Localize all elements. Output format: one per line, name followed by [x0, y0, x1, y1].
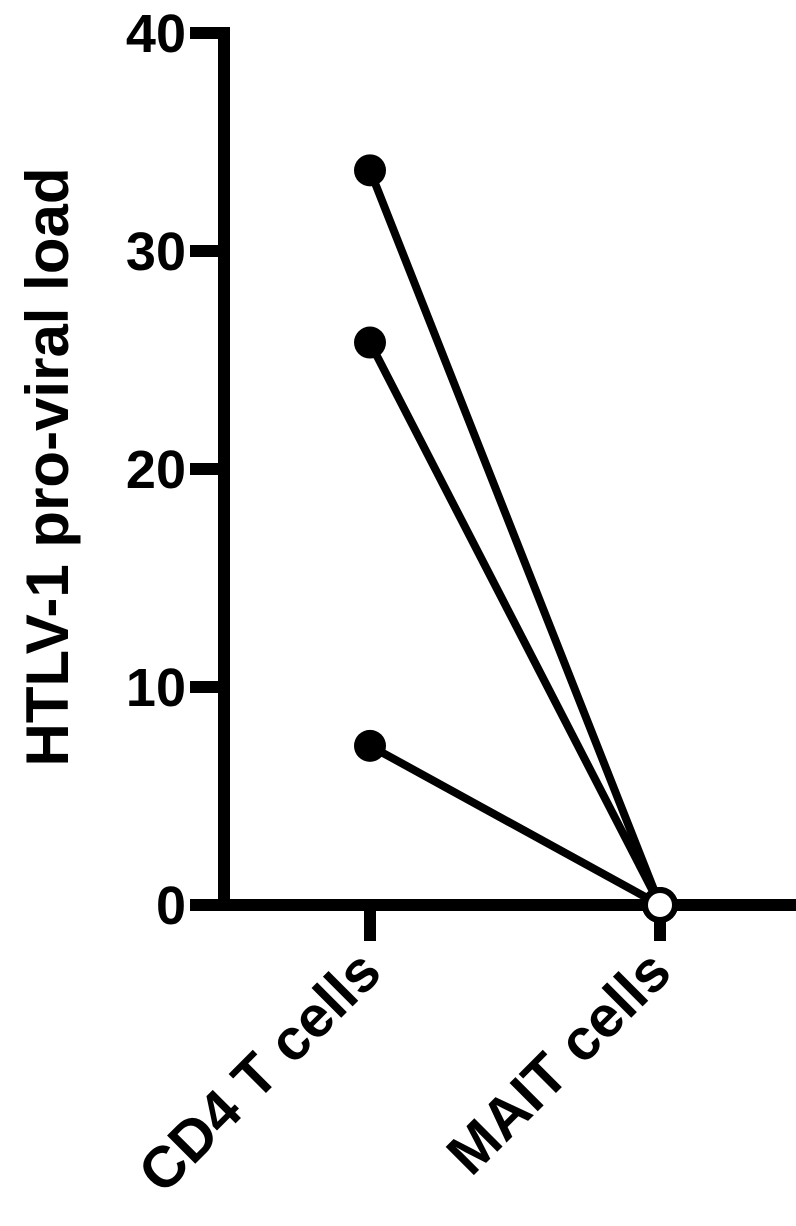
y-tick-label-40: 40	[126, 4, 186, 64]
x-category-label-1: MAIT cells	[434, 938, 683, 1187]
data-point-pair2-cat1	[642, 887, 678, 923]
data-point-pair1-cat0	[354, 326, 386, 359]
labels: 0 10 20 30 40 CD4 T cells MAIT cells HTLV-1 pro…	[14, 4, 683, 1205]
y-axis-title: HTLV-1 pro-viral load	[14, 168, 81, 767]
data-point-pair2-cat0	[354, 729, 386, 762]
pair-line-0	[366, 166, 664, 909]
y-tick-label-20: 20	[126, 440, 186, 500]
y-tick-label-10: 10	[126, 658, 186, 718]
data-point-pair0-cat0	[354, 154, 386, 187]
y-tick-label-0: 0	[156, 876, 186, 936]
axes	[190, 27, 796, 941]
data-points	[354, 154, 678, 923]
pair-lines	[366, 166, 664, 909]
pair-line-1	[366, 338, 664, 909]
y-tick-label-30: 30	[126, 222, 186, 282]
x-category-label-0: CD4 T cells	[126, 938, 393, 1205]
pair-line-2	[366, 741, 664, 909]
